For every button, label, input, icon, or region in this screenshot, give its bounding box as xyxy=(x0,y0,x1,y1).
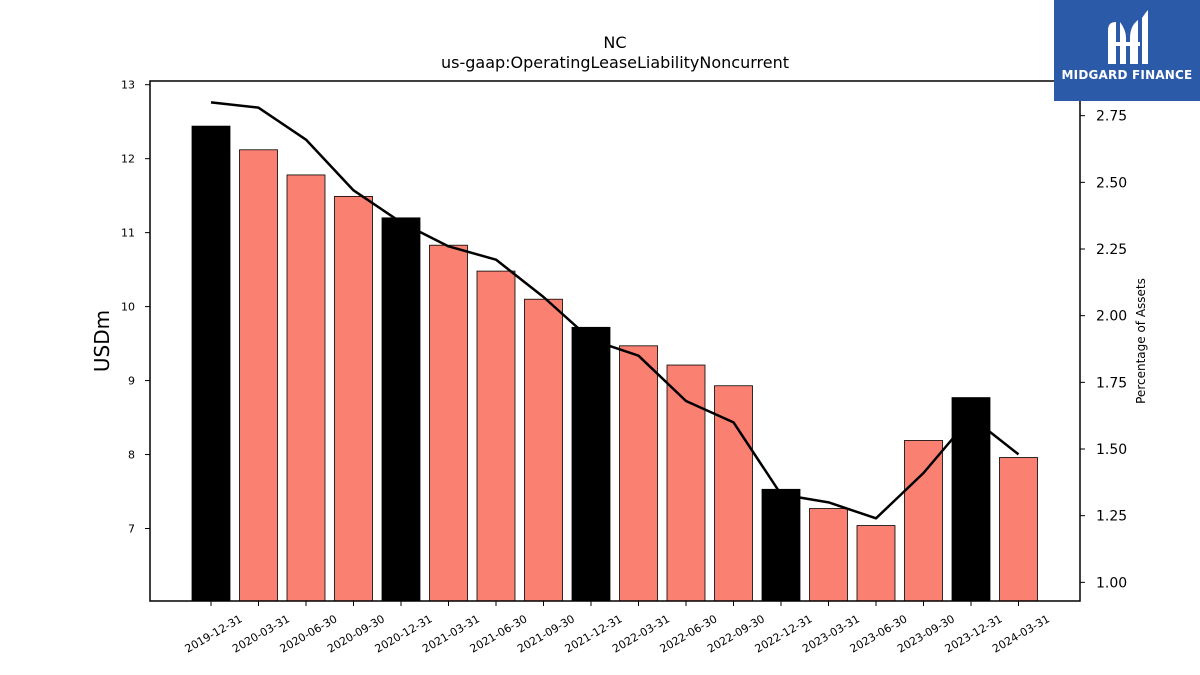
bar-2024-03-31 xyxy=(999,457,1038,602)
y2-tick-label: 2.25 xyxy=(1096,242,1127,258)
bar-2019-12-31 xyxy=(191,125,231,602)
bar-2022-09-30 xyxy=(714,385,753,602)
bar-2023-03-31 xyxy=(809,508,848,602)
bar-2023-09-30 xyxy=(904,440,943,602)
bar-2020-06-30 xyxy=(286,174,326,602)
bar-2021-09-30 xyxy=(524,298,563,602)
y2-tick-label: 1.50 xyxy=(1096,442,1127,458)
line-series xyxy=(210,101,1020,520)
y-axis-label: USDm xyxy=(90,310,114,372)
y-tick-label: 8 xyxy=(128,449,135,462)
y-tick-label: 11 xyxy=(121,227,135,240)
brand-name: MIDGARD FINANCE xyxy=(1061,68,1193,82)
bar-2021-03-31 xyxy=(429,244,468,602)
y2-tick-label: 2.50 xyxy=(1096,175,1127,191)
midgard-m-logo-icon xyxy=(1108,10,1148,64)
y2-tick-label: 1.00 xyxy=(1096,575,1127,591)
bar-2022-03-31 xyxy=(619,345,658,602)
y-tick-label: 10 xyxy=(121,301,135,314)
y2-tick-label: 2.00 xyxy=(1096,309,1127,325)
y-tick-label: 7 xyxy=(128,523,135,536)
chart-subtitle: us-gaap:OperatingLeaseLiabilityNoncurren… xyxy=(441,53,789,72)
y-tick-label: 13 xyxy=(121,79,135,92)
y2-axis-label: Percentage of Assets xyxy=(1134,278,1148,404)
y2-tick-label: 2.75 xyxy=(1096,109,1127,125)
percentage-of-assets-line xyxy=(210,101,1020,520)
bar-2022-06-30 xyxy=(666,364,706,602)
y2-axis: 1.00 1.25 1.50 1.75 2.00 2.25 2.50 2.75 xyxy=(1080,109,1127,591)
brand-logo: MIDGARD FINANCE xyxy=(1054,0,1200,101)
y-axis: 7 8 9 10 11 12 13 xyxy=(121,79,150,536)
y-tick-label: 12 xyxy=(121,153,135,166)
y2-tick-label: 1.25 xyxy=(1096,509,1127,525)
bar-2020-03-31 xyxy=(239,149,278,602)
chart-title: NC xyxy=(603,33,626,52)
bar-2022-12-31 xyxy=(761,488,801,602)
y-tick-label: 9 xyxy=(128,375,135,388)
plot-frame xyxy=(149,80,1081,602)
bar-2020-09-30 xyxy=(334,195,373,602)
y2-tick-label: 1.75 xyxy=(1096,375,1127,391)
bar-2021-06-30 xyxy=(476,270,516,602)
bar-2021-12-31 xyxy=(571,326,611,602)
bar-series xyxy=(191,125,1038,602)
bar-2020-12-31 xyxy=(381,217,421,602)
x-axis: 2019-12-312020-03-312020-06-302020-09-30… xyxy=(183,601,1052,656)
bar-2023-06-30 xyxy=(856,525,896,602)
